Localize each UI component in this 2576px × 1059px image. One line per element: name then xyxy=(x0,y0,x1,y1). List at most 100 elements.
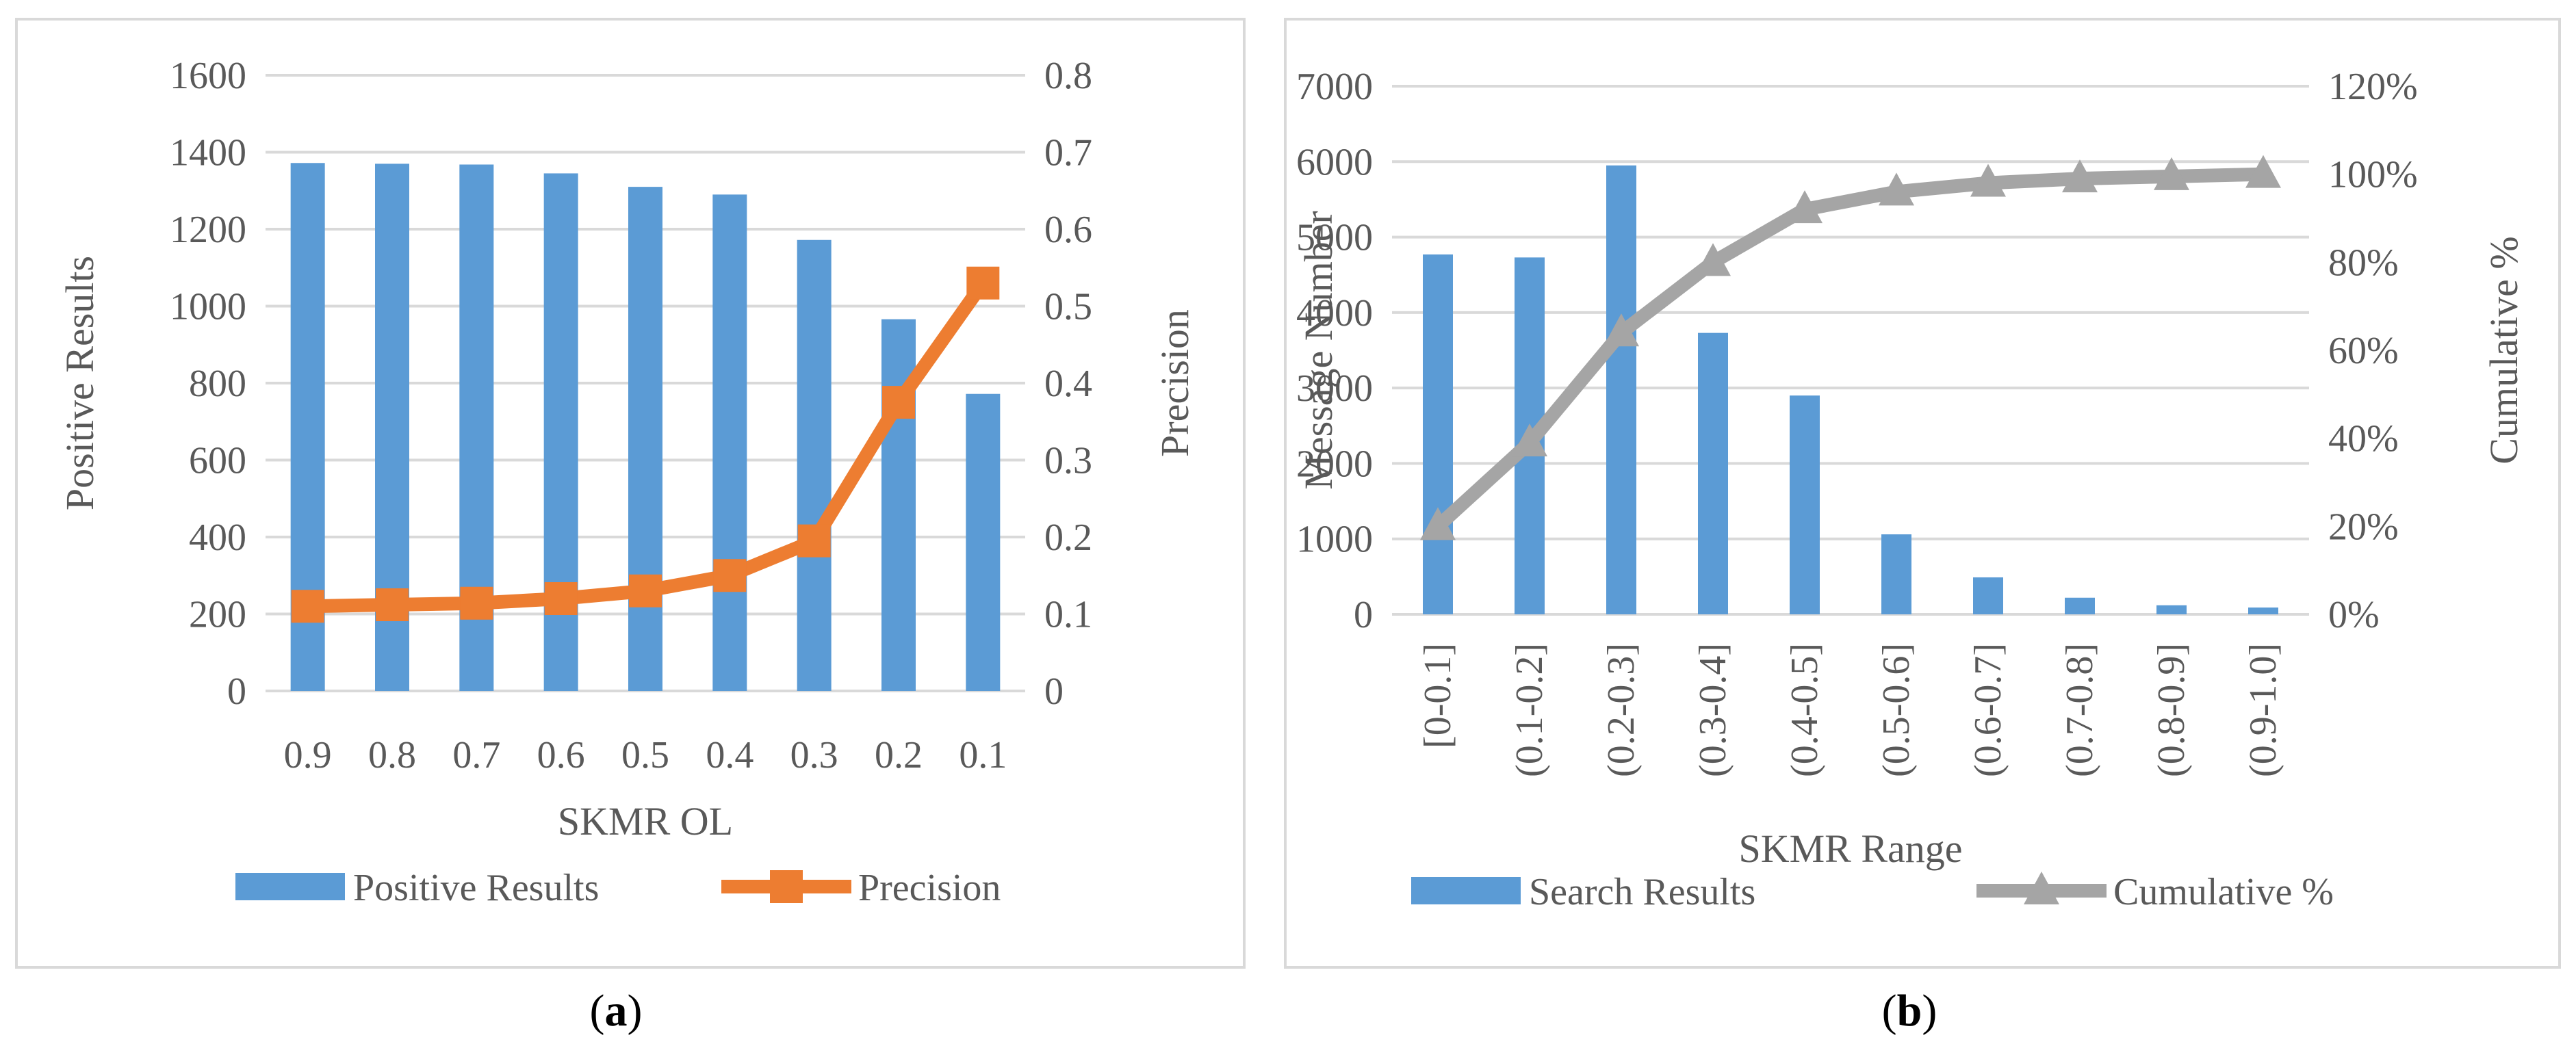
x-tick-label: (0.5-0.6] xyxy=(1875,643,1918,777)
y-tick-label: 0 xyxy=(227,670,246,713)
bar xyxy=(966,393,1001,691)
x-tick-label: (0.7-0.8] xyxy=(2059,643,2101,777)
chart-panel-b: 0 1000 2000 3000 4000 5000 6000 7000 0% 20% 40% 60%… xyxy=(1284,18,2561,969)
y-tick-label: 1600 xyxy=(170,55,246,97)
y-tick-label: 0 xyxy=(1354,594,1373,636)
x-tick-label: 0.9 xyxy=(284,734,332,776)
x-tick-label: (0.8-0.9] xyxy=(2150,643,2193,777)
y2-axis-title: Precision xyxy=(1152,309,1197,457)
line-marker xyxy=(1879,172,1914,206)
bar xyxy=(2156,605,2187,614)
x-tick-label: 0.3 xyxy=(790,734,838,776)
x-tick-label: 0.5 xyxy=(621,734,669,776)
x-tick-label: 0.2 xyxy=(875,734,923,776)
line-marker xyxy=(376,588,409,621)
line-marker xyxy=(460,586,493,620)
y-tick-label: 7000 xyxy=(1296,66,1373,108)
x-tick-label: 0.4 xyxy=(706,734,754,776)
x-tick-label: [0-0.1] xyxy=(1417,643,1459,748)
y2-tick-label: 0.7 xyxy=(1044,132,1092,174)
line-marker xyxy=(2245,155,2281,188)
y-tick-label: 1000 xyxy=(1296,519,1373,561)
line-marker xyxy=(629,574,662,607)
legend: Search Results Cumulative % xyxy=(1411,871,2334,913)
y2-tick-label: 20% xyxy=(2328,506,2399,548)
y2-axis-title: Cumulative % xyxy=(2482,236,2526,464)
legend: Positive Results Precision xyxy=(235,867,1001,909)
caption-b: (b) xyxy=(1881,986,1937,1036)
x-tick-label: (0.2-0.3] xyxy=(1600,643,1643,777)
y-tick-label: 6000 xyxy=(1296,141,1373,183)
y-axis-title: Positive Results xyxy=(57,256,102,510)
bar xyxy=(2248,607,2278,614)
y2-tick-label: 80% xyxy=(2328,241,2399,284)
line-marker xyxy=(1970,164,2006,197)
legend-swatch-bar xyxy=(235,873,345,900)
y-tick-label: 600 xyxy=(189,440,246,482)
bar xyxy=(1881,534,1911,614)
line-marker xyxy=(291,590,324,623)
y2-tick-label: 60% xyxy=(2328,330,2399,372)
series-line xyxy=(1433,167,2264,532)
y-tick-label: 2000 xyxy=(1296,443,1373,485)
x-tick-label: (0.4-0.5] xyxy=(1783,643,1826,777)
y2-tick-label: 40% xyxy=(2328,418,2399,460)
x-axis-title: SKMR Range xyxy=(1738,826,1962,871)
legend-marker xyxy=(770,870,803,903)
y-tick-label: 5000 xyxy=(1296,217,1373,259)
x-tick-label: 0.8 xyxy=(368,734,416,776)
caption-a: (a) xyxy=(589,986,643,1036)
y-tick-label: 800 xyxy=(189,363,246,405)
bar xyxy=(1606,165,1636,615)
bar xyxy=(1698,332,1728,614)
bar xyxy=(712,194,747,691)
x-axis-title: SKMR OL xyxy=(558,799,733,844)
line-marker xyxy=(797,524,831,558)
y-tick-label: 400 xyxy=(189,517,246,559)
bar xyxy=(628,187,662,691)
line-marker xyxy=(2062,159,2098,193)
line-marker xyxy=(713,559,747,592)
x-tick-label: (0.3-0.4] xyxy=(1692,643,1734,777)
y-tick-label: 1400 xyxy=(170,132,246,174)
caption-a-letter: a xyxy=(604,986,628,1036)
y2-tick-label: 0.2 xyxy=(1044,517,1092,559)
y2-tick-label: 0% xyxy=(2328,594,2380,636)
legend-label: Cumulative % xyxy=(2113,871,2334,913)
x-tick-label: (0.1-0.2] xyxy=(1508,643,1551,777)
y-tick-label: 1200 xyxy=(170,209,246,251)
y2-tick-label: 0.6 xyxy=(1044,209,1092,251)
bar xyxy=(2065,597,2095,614)
x-tick-label: (0.6-0.7] xyxy=(1967,643,2009,777)
line-marker xyxy=(2154,157,2189,190)
line-marker xyxy=(1603,313,1639,347)
y-tick-label: 4000 xyxy=(1296,292,1373,335)
y2-tick-label: 0.3 xyxy=(1044,440,1092,482)
bar xyxy=(1790,395,1820,614)
legend-swatch-bar xyxy=(1411,877,1521,904)
y2-tick-label: 0.4 xyxy=(1044,363,1092,405)
y-axis-title: Message Number xyxy=(1296,211,1341,490)
bar xyxy=(797,239,832,691)
y2-tick-label: 0.8 xyxy=(1044,55,1092,97)
bar xyxy=(1973,577,2003,614)
y2-tick-label: 120% xyxy=(2328,66,2418,108)
chart-panel-a: 0 200 400 600 800 1000 1200 1400 1600 0 0.1 0.2 0.3 0… xyxy=(15,18,1246,969)
line-marker xyxy=(882,386,915,419)
line-marker xyxy=(1787,190,1822,224)
legend-label: Positive Results xyxy=(353,867,599,909)
y2-tick-label: 0.1 xyxy=(1044,594,1092,636)
chart-a-svg: 0 200 400 600 800 1000 1200 1400 1600 0 0.1 0.2 0.3 0… xyxy=(57,55,1197,909)
y2-tick-label: 100% xyxy=(2328,154,2418,196)
bar xyxy=(1423,254,1453,614)
line-marker xyxy=(1420,507,1456,540)
legend-label: Search Results xyxy=(1529,871,1755,913)
line-marker xyxy=(544,582,578,615)
chart-b-svg: 0 1000 2000 3000 4000 5000 6000 7000 0% 20% 40% 60%… xyxy=(1296,66,2526,913)
x-tick-label: 0.6 xyxy=(537,734,585,776)
y2-tick-label: 0.5 xyxy=(1044,286,1092,328)
line-marker xyxy=(1512,423,1547,457)
y-tick-label: 200 xyxy=(189,594,246,636)
y2-tick-label: 0 xyxy=(1044,670,1064,713)
caption-b-letter: b xyxy=(1896,986,1922,1036)
